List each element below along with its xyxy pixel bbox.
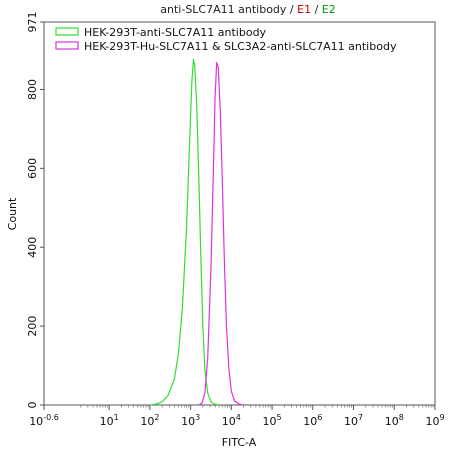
x-tick-exponent: 5 (277, 413, 282, 422)
title-main: anti-SLC7A11 antibody (160, 3, 287, 16)
x-tick-base: 10 (263, 415, 277, 428)
x-tick-base: 10 (140, 415, 154, 428)
title-e2: E2 (322, 3, 336, 16)
x-tick-base: 10 (222, 415, 236, 428)
x-tick-base: 10 (181, 415, 195, 428)
y-tick-label: 800 (26, 79, 39, 100)
x-tick-label: 104 (222, 413, 241, 428)
x-tick-label: 105 (263, 413, 282, 428)
x-tick-exponent: -0.6 (43, 413, 59, 422)
series-layer (149, 58, 244, 406)
x-tick-label: 103 (181, 413, 200, 428)
x-tick-exponent: 9 (439, 413, 444, 422)
chart-title: anti-SLC7A11 antibody / E1 / E2 (160, 3, 335, 16)
x-tick-label: 107 (344, 413, 363, 428)
x-tick-exponent: 8 (399, 413, 404, 422)
y-tick-label: 200 (26, 316, 39, 337)
y-tick-label: 400 (26, 237, 39, 258)
legend-swatch-1 (55, 27, 79, 36)
y-axis-label: Count (6, 197, 19, 230)
x-tick-label: 101 (100, 413, 119, 428)
x-tick-exponent: 6 (317, 413, 322, 422)
series-line-1 (149, 58, 220, 406)
x-tick-label: 10-0.6 (29, 413, 59, 428)
title-separator: / (311, 3, 322, 16)
x-axis-label: FITC-A (222, 436, 257, 449)
legend-swatch-2 (55, 41, 79, 50)
x-tick-base: 10 (303, 415, 317, 428)
x-tick-exponent: 7 (358, 413, 363, 422)
legend-label-1: HEK-293T-anti-SLC7A11 antibody (84, 26, 267, 39)
y-tick-label: 0 (26, 402, 39, 409)
x-axis: 10-0.6 101 102 103 104 105 106 107 108 109 (29, 405, 445, 428)
x-tick-label: 109 (425, 413, 444, 428)
x-tick-label: 102 (140, 413, 159, 428)
x-tick-label: 106 (303, 413, 322, 428)
plot-frame (43, 21, 436, 406)
x-tick-label: 108 (385, 413, 404, 428)
legend-label-2: HEK-293T-Hu-SLC7A11 & SLC3A2-anti-SLC7A1… (84, 40, 397, 53)
title-e1: E1 (297, 3, 311, 16)
x-tick-exponent: 3 (195, 413, 200, 422)
x-tick-base: 10 (29, 415, 43, 428)
x-tick-base: 10 (385, 415, 399, 428)
x-tick-base: 10 (425, 415, 439, 428)
x-tick-exponent: 4 (236, 413, 241, 422)
title-separator: / (286, 3, 297, 16)
x-tick-base: 10 (344, 415, 358, 428)
y-axis: 0 200 400 600 800 971 (26, 12, 44, 409)
x-tick-exponent: 1 (114, 413, 119, 422)
series-line-2 (198, 62, 244, 406)
y-tick-label: 600 (26, 158, 39, 179)
legend: HEK-293T-anti-SLC7A11 antibodyHEK-293T-H… (55, 26, 397, 53)
x-tick-base: 10 (100, 415, 114, 428)
y-tick-label: 971 (26, 12, 39, 33)
x-tick-exponent: 2 (154, 413, 159, 422)
